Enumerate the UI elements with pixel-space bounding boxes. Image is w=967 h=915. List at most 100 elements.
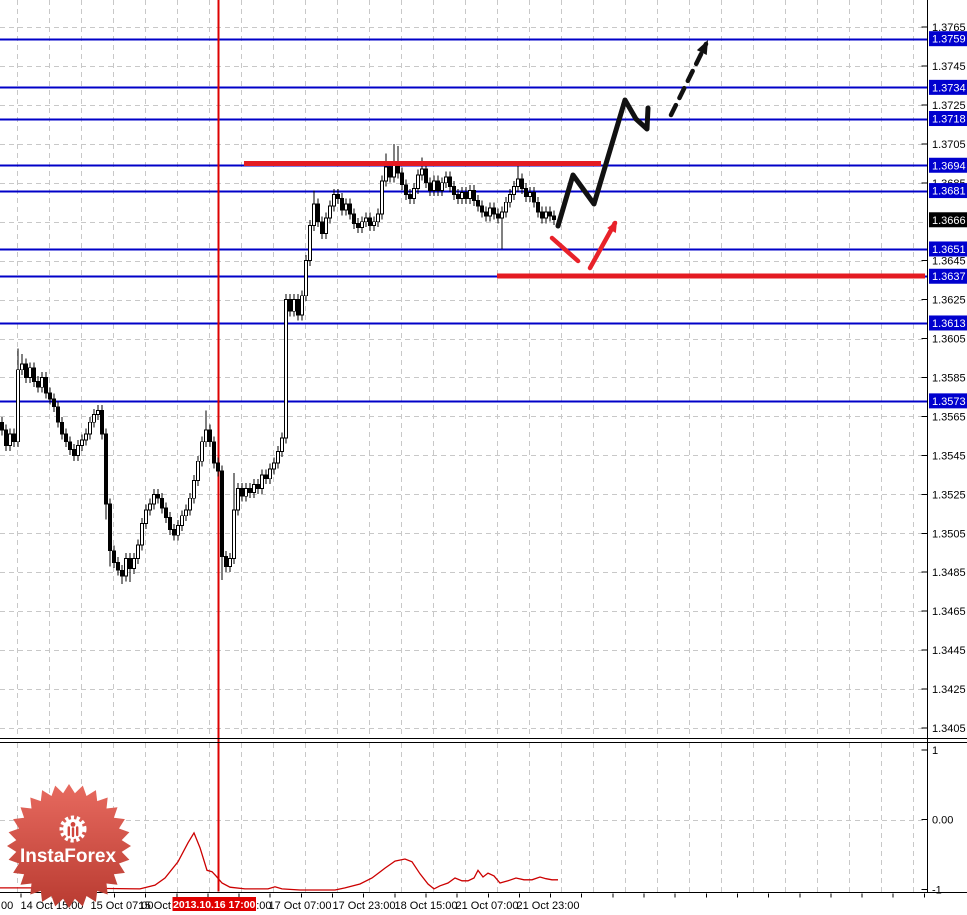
red-arrow-stroke xyxy=(587,220,618,271)
badge-starburst-shape xyxy=(7,784,131,908)
candle-up xyxy=(384,166,388,182)
candle-down xyxy=(4,429,8,447)
candle-down xyxy=(356,223,360,229)
price-tick-label: 1.3725 xyxy=(932,100,966,112)
candle-up xyxy=(244,488,248,497)
candle-up xyxy=(20,363,24,371)
candle-down xyxy=(340,197,344,211)
candle-up xyxy=(500,211,504,219)
candle-down xyxy=(0,421,4,431)
candle-down xyxy=(540,211,544,219)
candle-up xyxy=(188,497,192,511)
candle-down xyxy=(52,398,56,408)
candle-up xyxy=(420,168,424,176)
time-tick-label: 21 Oct 07:00 xyxy=(456,900,519,912)
candle-down xyxy=(536,201,540,213)
candle-down xyxy=(248,488,252,493)
current-price-label: 1.3666 xyxy=(932,215,966,227)
price-tick-label: 1.3605 xyxy=(932,334,966,346)
candle-down xyxy=(104,433,108,505)
instaforex-badge-star xyxy=(7,784,131,908)
candle-down xyxy=(296,299,300,316)
level-price-label: 1.3637 xyxy=(932,271,966,283)
candle-down xyxy=(120,569,124,577)
candle-up xyxy=(232,509,236,560)
candle-down xyxy=(128,558,132,569)
level-price-label-bg xyxy=(929,183,967,199)
candle-up xyxy=(364,217,368,223)
price-tick-label: 1.3545 xyxy=(932,450,966,462)
candle-up xyxy=(292,299,296,312)
candle-up xyxy=(140,523,144,546)
candle-up xyxy=(304,260,308,297)
candle-up xyxy=(372,221,376,227)
candle-up xyxy=(268,468,272,480)
candle-up xyxy=(180,515,184,526)
candle-up xyxy=(132,558,136,569)
candle-down xyxy=(472,190,476,201)
candle-down xyxy=(532,192,536,203)
candle-up xyxy=(40,377,44,388)
candle-up xyxy=(376,213,380,223)
candle-down xyxy=(224,556,228,567)
candle-down xyxy=(64,433,68,443)
candle-down xyxy=(452,186,456,195)
candle-up xyxy=(76,445,80,456)
event-date-flag-label: 2013.10.16 17:00 xyxy=(173,899,255,911)
time-tick-label: 15 Oct 07:00 xyxy=(91,900,154,912)
candle-down xyxy=(212,441,216,464)
event-date-flag-bg xyxy=(172,897,256,911)
indicator-scale-label: -1 xyxy=(932,885,942,897)
instaforex-badge: InstaForex xyxy=(7,784,131,908)
price-tick-label: 1.3585 xyxy=(932,372,966,384)
indicator-line xyxy=(0,831,558,891)
candle-down xyxy=(172,528,176,536)
candle-down xyxy=(56,406,60,423)
candle-up xyxy=(184,509,188,517)
logo-bull-head xyxy=(70,822,76,827)
candle-up xyxy=(504,201,508,213)
candle-down xyxy=(404,184,408,195)
candle-down xyxy=(492,207,496,215)
candle-up xyxy=(544,211,548,219)
price-tick-label: 1.3425 xyxy=(932,684,966,696)
level-price-label: 1.3734 xyxy=(932,82,966,94)
candle-down xyxy=(464,192,468,199)
price-tick-label: 1.3445 xyxy=(932,645,966,657)
candle-up xyxy=(148,503,152,511)
candle-down xyxy=(156,493,160,499)
time-tick-label: 18 Oct 15:00 xyxy=(395,900,458,912)
candle-down xyxy=(408,194,412,199)
candle-down xyxy=(348,203,352,215)
price-tick-label: 1.3745 xyxy=(932,61,966,73)
candle-down xyxy=(216,462,220,472)
candle-down xyxy=(480,205,484,213)
instaforex-logo-icon xyxy=(59,815,87,843)
candle-down xyxy=(456,194,460,199)
candle-down xyxy=(36,380,40,388)
candle-up xyxy=(416,174,420,190)
candle-down xyxy=(116,562,120,571)
candle-up xyxy=(328,205,332,219)
candle-down xyxy=(168,517,172,530)
candle-up xyxy=(284,299,288,439)
candle-up xyxy=(228,558,232,567)
price-tick-label: 1.3645 xyxy=(932,256,966,268)
candle-down xyxy=(424,168,428,184)
candle-up xyxy=(312,203,316,227)
level-price-label-bg xyxy=(929,157,967,173)
level-price-label-bg xyxy=(929,268,967,284)
price-tick-label: 1.3625 xyxy=(932,295,966,307)
time-tick-label: 21 Oct 23:00 xyxy=(517,900,580,912)
level-price-label-bg xyxy=(929,241,967,257)
dashed-up-arrow-annotation xyxy=(668,41,709,118)
candle-down xyxy=(288,299,292,312)
candle-down xyxy=(112,550,116,563)
price-tick-label: 1.3465 xyxy=(932,606,966,618)
candle-down xyxy=(32,367,36,382)
candle-up xyxy=(204,429,208,443)
candle-down xyxy=(448,176,452,188)
candle-up xyxy=(360,221,364,229)
